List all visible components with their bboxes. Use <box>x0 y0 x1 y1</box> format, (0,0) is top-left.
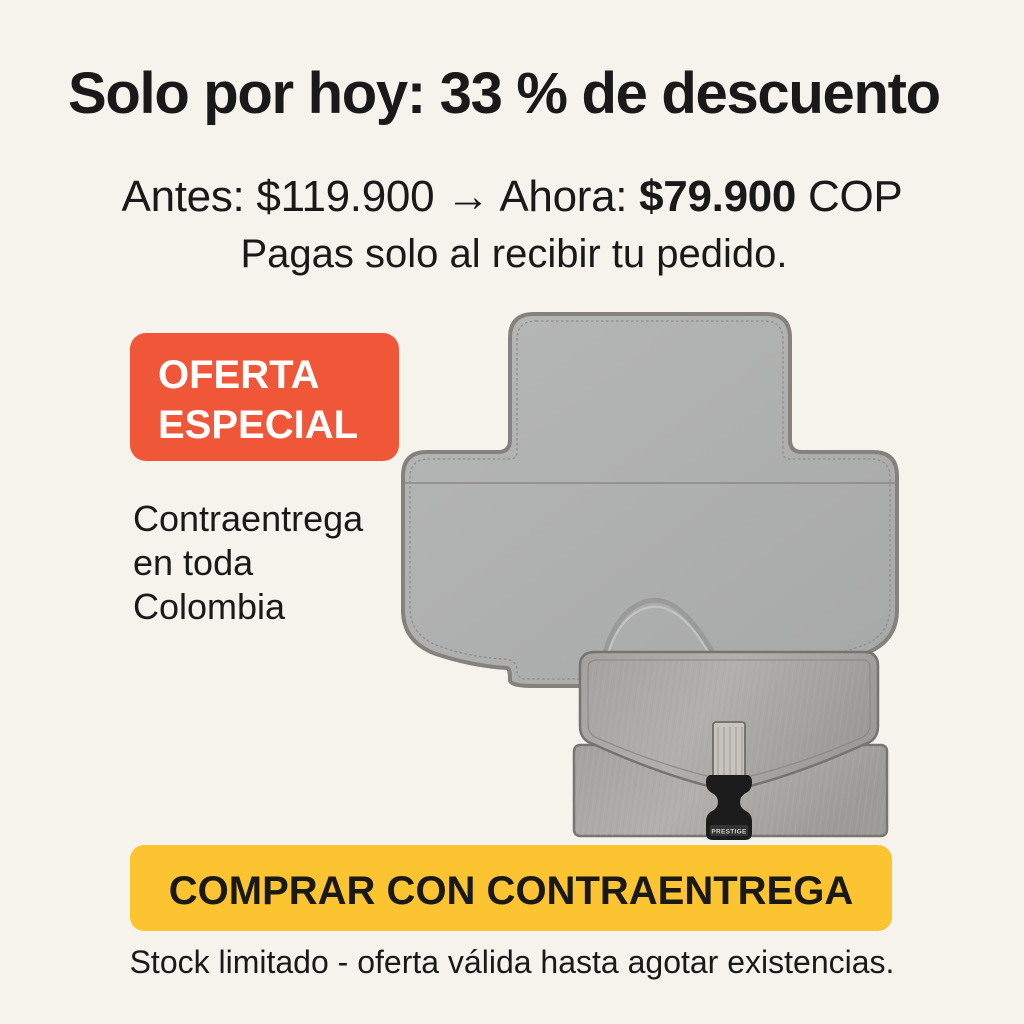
svg-text:PRESTIGE: PRESTIGE <box>711 829 747 836</box>
